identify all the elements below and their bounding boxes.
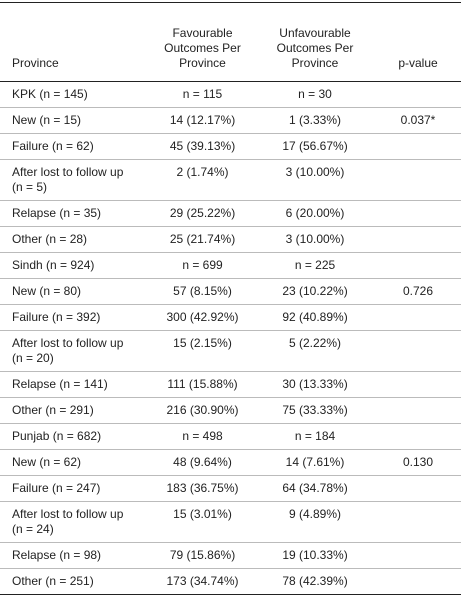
table-cell: 9 (4.89%) <box>255 501 375 543</box>
table-cell: Relapse (n = 141) <box>0 371 150 398</box>
table-body: KPK (n = 145) n = 115 n = 30 New (n = 15) 14… <box>0 81 461 595</box>
empty-cell <box>375 252 461 279</box>
table-row: After lost to follow up (n = 5) 2 (1.74%)… <box>0 159 461 201</box>
table-cell: n = 115 <box>150 81 255 108</box>
table-row: Failure (n = 392) 300 (42.92%) 92 (40.89%) <box>0 304 461 331</box>
outcomes-table: Province Favourable Outcomes Per Province… <box>0 2 461 595</box>
table-cell: 78 (42.39%) <box>255 568 375 595</box>
table-cell: n = 498 <box>150 423 255 450</box>
header-row: Province Favourable Outcomes Per Province… <box>0 2 461 82</box>
table-row: KPK (n = 145) n = 115 n = 30 <box>0 81 461 108</box>
table-row: Other (n = 28) 25 (21.74%) 3 (10.00%) <box>0 226 461 253</box>
table-cell: Failure (n = 392) <box>0 304 150 331</box>
table-cell: Other (n = 28) <box>0 226 150 253</box>
table-cell: 14 (12.17%) <box>150 107 255 134</box>
empty-cell <box>375 397 461 424</box>
table-cell: 23 (10.22%) <box>255 278 375 305</box>
empty-cell <box>375 568 461 595</box>
header-cell: Province <box>0 2 150 82</box>
table-cell: New (n = 62) <box>0 449 150 476</box>
table-cell: Other (n = 251) <box>0 568 150 595</box>
table-cell: 25 (21.74%) <box>150 226 255 253</box>
table-cell: 75 (33.33%) <box>255 397 375 424</box>
table-cell: New (n = 15) <box>0 107 150 134</box>
table-cell: KPK (n = 145) <box>0 81 150 108</box>
table-cell: 48 (9.64%) <box>150 449 255 476</box>
table-cell: 0.726 <box>375 278 461 305</box>
table-cell: n = 30 <box>255 81 375 108</box>
table-cell: 29 (25.22%) <box>150 200 255 227</box>
table-cell: 1 (3.33%) <box>255 107 375 134</box>
table-row: Sindh (n = 924) n = 699 n = 225 <box>0 252 461 279</box>
table-cell: After lost to follow up (n = 24) <box>0 501 150 543</box>
table-cell: Failure (n = 247) <box>0 475 150 502</box>
table-cell: 3 (10.00%) <box>255 226 375 253</box>
table-cell: 15 (2.15%) <box>150 330 255 372</box>
table-cell: 92 (40.89%) <box>255 304 375 331</box>
empty-cell <box>375 475 461 502</box>
table-cell: Sindh (n = 924) <box>0 252 150 279</box>
table-row: Relapse (n = 141) 111 (15.88%) 30 (13.33%) <box>0 371 461 398</box>
table-row: Failure (n = 62) 45 (39.13%) 17 (56.67%) <box>0 133 461 160</box>
table-row: Other (n = 251) 173 (34.74%) 78 (42.39%) <box>0 568 461 595</box>
empty-cell <box>375 501 461 543</box>
table-cell: Other (n = 291) <box>0 397 150 424</box>
header-cell: Favourable Outcomes Per Province <box>150 2 255 82</box>
table-cell: 6 (20.00%) <box>255 200 375 227</box>
empty-cell <box>375 542 461 569</box>
table-cell: n = 184 <box>255 423 375 450</box>
table-cell: n = 699 <box>150 252 255 279</box>
table-row: New (n = 15) 14 (12.17%) 1 (3.33%) 0.037* <box>0 107 461 134</box>
table-row: New (n = 80) 57 (8.15%) 23 (10.22%) 0.726 <box>0 278 461 305</box>
table-row: Other (n = 291) 216 (30.90%) 75 (33.33%) <box>0 397 461 424</box>
table-cell: 216 (30.90%) <box>150 397 255 424</box>
table-cell: After lost to follow up (n = 20) <box>0 330 150 372</box>
table-row: After lost to follow up (n = 20) 15 (2.15… <box>0 330 461 372</box>
empty-cell <box>375 330 461 372</box>
header-cell: Unfavourable Outcomes Per Province <box>255 2 375 82</box>
header-cell: p-value <box>375 2 461 82</box>
table-row: New (n = 62) 48 (9.64%) 14 (7.61%) 0.130 <box>0 449 461 476</box>
table-cell: 0.130 <box>375 449 461 476</box>
table-cell: 14 (7.61%) <box>255 449 375 476</box>
table-cell: 3 (10.00%) <box>255 159 375 201</box>
table-row: Relapse (n = 98) 79 (15.86%) 19 (10.33%) <box>0 542 461 569</box>
table-cell: After lost to follow up (n = 5) <box>0 159 150 201</box>
table-cell: 173 (34.74%) <box>150 568 255 595</box>
table-cell: 17 (56.67%) <box>255 133 375 160</box>
empty-cell <box>375 371 461 398</box>
table-cell: 57 (8.15%) <box>150 278 255 305</box>
table-cell: 45 (39.13%) <box>150 133 255 160</box>
table-cell: Relapse (n = 98) <box>0 542 150 569</box>
table-cell: New (n = 80) <box>0 278 150 305</box>
table-cell: Relapse (n = 35) <box>0 200 150 227</box>
table-cell: 300 (42.92%) <box>150 304 255 331</box>
table-cell: Punjab (n = 682) <box>0 423 150 450</box>
table-row: Punjab (n = 682) n = 498 n = 184 <box>0 423 461 450</box>
table-row: After lost to follow up (n = 24) 15 (3.01… <box>0 501 461 543</box>
empty-cell <box>375 226 461 253</box>
table-cell: n = 225 <box>255 252 375 279</box>
table-cell: 5 (2.22%) <box>255 330 375 372</box>
table-row: Relapse (n = 35) 29 (25.22%) 6 (20.00%) <box>0 200 461 227</box>
empty-cell <box>375 159 461 201</box>
table-cell: 19 (10.33%) <box>255 542 375 569</box>
table-cell: 15 (3.01%) <box>150 501 255 543</box>
table-cell: Failure (n = 62) <box>0 133 150 160</box>
table-cell: 79 (15.86%) <box>150 542 255 569</box>
table-cell: 64 (34.78%) <box>255 475 375 502</box>
table-cell: 30 (13.33%) <box>255 371 375 398</box>
table-cell: 183 (36.75%) <box>150 475 255 502</box>
empty-cell <box>375 423 461 450</box>
empty-cell <box>375 304 461 331</box>
table-row: Failure (n = 247) 183 (36.75%) 64 (34.78%) <box>0 475 461 502</box>
table-cell: 111 (15.88%) <box>150 371 255 398</box>
table-cell: 2 (1.74%) <box>150 159 255 201</box>
empty-cell <box>375 133 461 160</box>
empty-cell <box>375 200 461 227</box>
empty-cell <box>375 81 461 108</box>
table-cell: 0.037* <box>375 107 461 134</box>
